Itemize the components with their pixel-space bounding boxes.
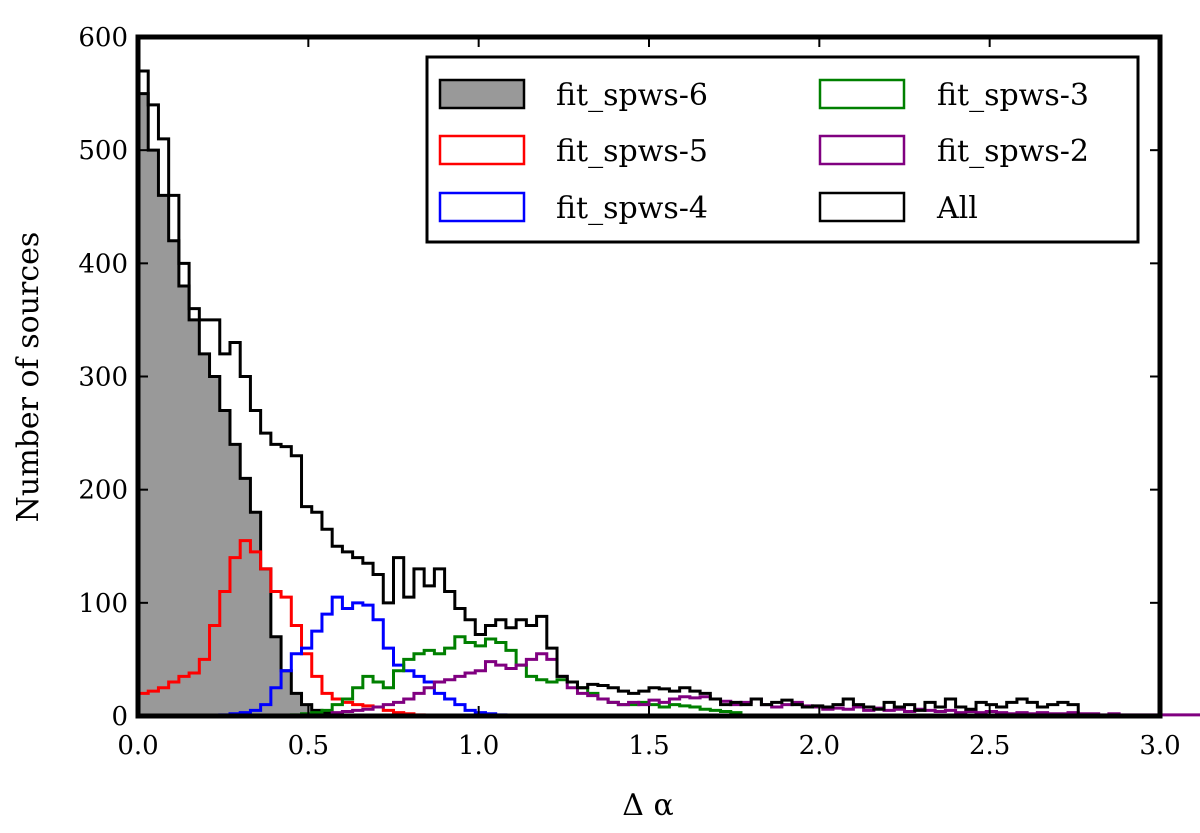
- histogram-series-fit-spws-6: [136, 92, 344, 718]
- legend-label-all: All: [936, 191, 978, 226]
- legend: fit_spws-6 fit_spws-5 fit_spws-4 fit_spw…: [425, 55, 1140, 244]
- legend-box: [425, 55, 1140, 244]
- axis-ticks-layer: 0.0 0.5 1.0 1.5 2.0 2.5 3.0 0 100 200 300 400 500 600: [78, 23, 1180, 761]
- histogram-series-fit-spws-3: [289, 635, 743, 717]
- histogram-series-all: [136, 69, 1080, 716]
- legend-swatch-fit-spws-4: [438, 191, 526, 223]
- y-tick-label: 500: [78, 136, 128, 166]
- legend-swatch-fit-spws-6: [438, 78, 526, 110]
- legend-label-fit-spws-4: fit_spws-4: [556, 191, 708, 226]
- x-tick-label: 1.5: [628, 731, 669, 761]
- legend-swatch-fit-spws-2: [818, 134, 906, 166]
- x-axis-label: Δ α: [622, 788, 673, 823]
- legend-swatch-fit-spws-3: [818, 78, 906, 110]
- y-tick-label: 0: [111, 702, 128, 732]
- legend-swatch-fit-spws-5: [438, 134, 526, 166]
- legend-label-fit-spws-3: fit_spws-3: [937, 78, 1089, 113]
- x-tick-label: 3.0: [1139, 731, 1180, 761]
- plot-frame: [135, 34, 1163, 719]
- y-tick-label: 400: [78, 249, 128, 279]
- histogram-series-fit-spws-4: [218, 595, 508, 717]
- legend-swatch-all: [818, 191, 906, 223]
- x-tick-label: 2.5: [969, 731, 1010, 761]
- y-tick-label: 200: [78, 476, 128, 506]
- legend-label-fit-spws-6: fit_spws-6: [556, 78, 708, 113]
- y-tick-label: 300: [78, 363, 128, 393]
- y-tick-label: 100: [78, 589, 128, 619]
- x-tick-label: 2.0: [799, 731, 840, 761]
- histogram-series-layer: [136, 69, 1200, 718]
- y-tick-label: 600: [78, 23, 128, 53]
- x-tick-label: 0.0: [117, 731, 158, 761]
- x-tick-label: 0.5: [288, 731, 329, 761]
- y-axis-label: Number of sources: [11, 232, 46, 523]
- histogram-series-fit-spws-2: [330, 652, 1200, 717]
- x-tick-label: 1.0: [458, 731, 499, 761]
- legend-label-fit-spws-5: fit_spws-5: [556, 134, 708, 169]
- legend-label-fit-spws-2: fit_spws-2: [937, 134, 1089, 169]
